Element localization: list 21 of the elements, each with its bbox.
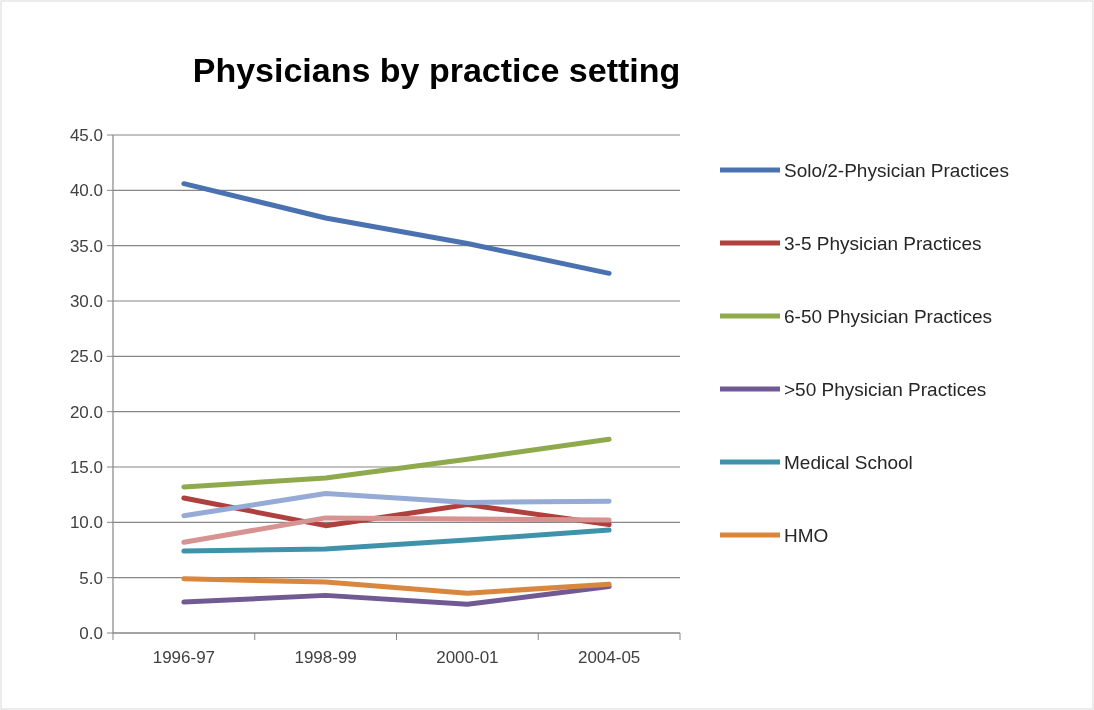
legend-label: HMO: [784, 524, 829, 546]
y-tick-label: 45.0: [69, 125, 103, 145]
legend-label: 3-5 Physician Practices: [784, 232, 982, 254]
y-tick-label: 10.0: [69, 513, 103, 533]
x-tick-label: 1998-99: [294, 648, 357, 667]
y-tick-label: 40.0: [69, 181, 103, 201]
legend-label: >50 Physician Practices: [784, 378, 987, 400]
legend-label: Solo/2-Physician Practices: [784, 159, 1009, 181]
legend-label: 6-50 Physician Practices: [784, 305, 993, 327]
y-tick-label: 5.0: [79, 568, 103, 588]
y-tick-label: 20.0: [69, 402, 103, 422]
x-tick-label: 2004-05: [577, 648, 641, 667]
y-tick-label: 0.0: [79, 623, 103, 643]
y-tick-label: 30.0: [69, 291, 103, 311]
x-tick-label: 2000-01: [436, 648, 499, 667]
y-tick-label: 15.0: [69, 457, 103, 477]
chart-title: Physicians by practice setting: [192, 51, 681, 89]
x-tick-label: 1996-97: [152, 648, 216, 667]
y-tick-label: 35.0: [69, 236, 103, 256]
y-tick-label: 25.0: [69, 347, 103, 367]
legend-label: Medical School: [784, 451, 913, 473]
